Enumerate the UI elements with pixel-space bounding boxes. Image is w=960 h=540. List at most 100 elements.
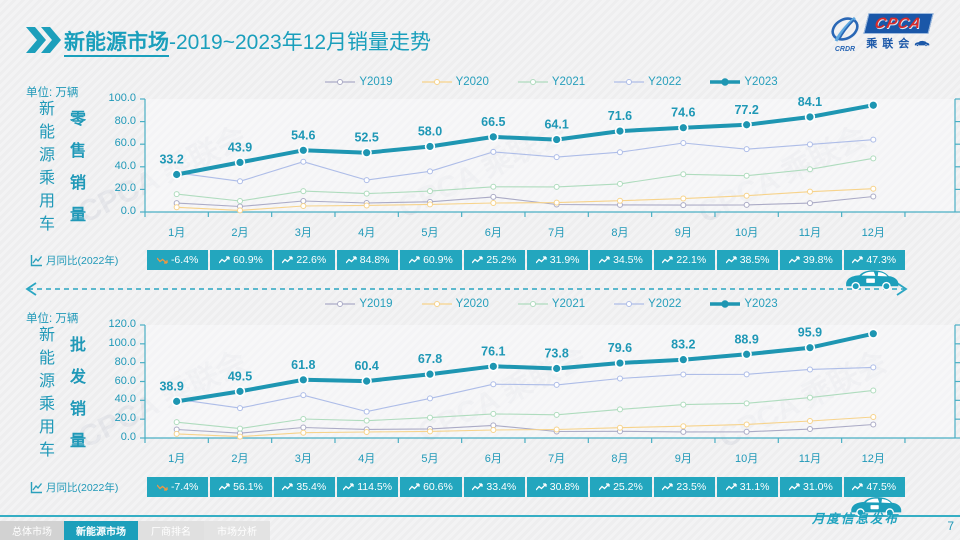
trend-up-icon bbox=[662, 482, 674, 490]
legend-item-Y2019: Y2019 bbox=[324, 298, 393, 310]
x-tick-label: 8月 bbox=[611, 227, 629, 239]
yoy-label-retail: 月同比(2022年) bbox=[30, 250, 144, 270]
trend-up-icon bbox=[472, 482, 484, 490]
x-tick-label: 2月 bbox=[231, 453, 249, 465]
measure-label-wholesale: 批发销量 bbox=[67, 336, 84, 464]
mini-chart-icon bbox=[30, 254, 43, 266]
x-tick-label: 1月 bbox=[168, 227, 186, 239]
tab-nev-market[interactable]: 新能源市场 bbox=[64, 521, 138, 540]
tab-oem-ranking[interactable]: 厂商排名 bbox=[138, 521, 204, 540]
series-Y2021 bbox=[173, 155, 877, 205]
tab-market-analysis[interactable]: 市场分析 bbox=[204, 521, 270, 540]
svg-text:58.0: 58.0 bbox=[418, 124, 442, 138]
yoy-cell: 25.2% bbox=[463, 250, 525, 270]
legend-marker-icon bbox=[614, 301, 645, 307]
trend-up-icon bbox=[599, 255, 610, 263]
x-tick-label: 10月 bbox=[734, 227, 759, 239]
yoy-row-retail: -6.4% 60.9% 22.6% 84.8% 60.9% 25.2% 31.9% 34.5%… bbox=[147, 250, 905, 270]
cpca-org-name: 乘联会 bbox=[866, 38, 915, 50]
yaxis-retail: 100.0 80.0 60.0 40.0 20.0 0.0 bbox=[56, 92, 136, 220]
y-tick-label: 20.0 bbox=[114, 182, 136, 195]
trend-up-icon bbox=[599, 482, 610, 490]
yoy-cell: 22.6% bbox=[273, 250, 335, 270]
yoy-cell: 47.5% bbox=[843, 477, 905, 497]
y-tick-label: 120.0 bbox=[108, 318, 136, 330]
axes bbox=[140, 324, 960, 443]
legend-marker-icon bbox=[325, 301, 356, 307]
tab-overall-market[interactable]: 总体市场 bbox=[0, 521, 64, 540]
footer-divider bbox=[0, 515, 960, 517]
page-number: 7 bbox=[947, 519, 954, 533]
unit-label-retail: 单位: 万辆 bbox=[26, 87, 79, 99]
trend-up-icon bbox=[409, 482, 420, 490]
x-tick-label: 7月 bbox=[548, 453, 566, 465]
x-tick-label: 12月 bbox=[861, 227, 885, 239]
y-tick-label: 80.0 bbox=[114, 114, 136, 127]
y-tick-label: 0.0 bbox=[120, 431, 136, 443]
unit-label-wholesale: 单位: 万辆 bbox=[26, 313, 79, 325]
svg-text:88.9: 88.9 bbox=[734, 332, 758, 346]
legend-item-Y2022: Y2022 bbox=[613, 76, 681, 88]
svg-text:95.9: 95.9 bbox=[798, 326, 822, 340]
legend-marker-icon bbox=[614, 79, 645, 85]
svg-text:79.6: 79.6 bbox=[608, 341, 632, 355]
group-label-wholesale: 新能源乘用车 bbox=[36, 326, 53, 464]
svg-text:61.8: 61.8 bbox=[291, 358, 315, 372]
trend-up-icon bbox=[852, 255, 864, 263]
x-tick-label: 6月 bbox=[484, 453, 502, 465]
car-icon bbox=[851, 497, 902, 517]
svg-text:76.1: 76.1 bbox=[481, 344, 505, 358]
cpca-logo: CRDR CPCA 乘联会 bbox=[826, 13, 954, 63]
divider-arrow bbox=[25, 282, 908, 296]
svg-text:33.2: 33.2 bbox=[159, 152, 183, 166]
svg-text:71.6: 71.6 bbox=[608, 109, 632, 123]
y-tick-label: 20.0 bbox=[114, 412, 136, 425]
svg-text:73.8: 73.8 bbox=[544, 347, 568, 361]
legend-marker-icon bbox=[421, 301, 452, 307]
trend-up-icon bbox=[219, 482, 230, 490]
trend-up-icon bbox=[535, 482, 547, 490]
yoy-cell: -6.4% bbox=[147, 250, 209, 270]
series-Y2023-labels: 33.2 43.9 54.6 52.5 58.0 66.5 64.1 71.6 74.6 77.2… bbox=[159, 96, 822, 166]
legend-item-Y2020: Y2020 bbox=[421, 76, 489, 88]
trend-up-icon bbox=[535, 255, 547, 263]
series-Y2022 bbox=[173, 136, 877, 185]
x-tick-label: 7月 bbox=[548, 227, 566, 239]
yoy-cell: 60.9% bbox=[210, 250, 272, 270]
xaxis-retail: 1月 2月 3月 4月 5月 6月 7月 8月 9月 10月 11月 12月 bbox=[145, 224, 905, 242]
yoy-cell: 31.0% bbox=[780, 477, 842, 497]
trend-down-icon bbox=[156, 257, 168, 264]
car-icon bbox=[915, 40, 930, 47]
legend-item-Y2023: Y2023 bbox=[709, 76, 778, 88]
x-tick-label: 4月 bbox=[358, 227, 376, 239]
legend-item-Y2021: Y2021 bbox=[517, 298, 585, 310]
trend-up-icon bbox=[409, 255, 420, 263]
legend-item-Y2023: Y2023 bbox=[709, 298, 778, 310]
trend-up-icon bbox=[472, 255, 484, 263]
yoy-cell: -7.4% bbox=[147, 477, 209, 497]
x-tick-label: 5月 bbox=[421, 227, 439, 239]
x-tick-label: 10月 bbox=[734, 453, 759, 465]
svg-text:84.1: 84.1 bbox=[798, 96, 822, 109]
yoy-cell: 23.5% bbox=[653, 477, 715, 497]
x-tick-label: 12月 bbox=[861, 453, 885, 465]
double-chevron-icon bbox=[26, 27, 61, 53]
yoy-cell: 22.1% bbox=[653, 250, 715, 270]
series-Y2020 bbox=[173, 414, 877, 440]
x-tick-label: 5月 bbox=[421, 453, 439, 465]
y-tick-label: 60.0 bbox=[114, 374, 136, 387]
y-tick-label: 100.0 bbox=[108, 92, 136, 104]
trend-up-icon bbox=[282, 482, 294, 490]
retail-line-chart: 33.2 43.9 54.6 52.5 58.0 66.5 64.1 71.6 74.6 77.2… bbox=[140, 96, 960, 217]
wholesale-line-chart: 38.9 49.5 61.8 60.4 67.8 76.1 73.8 79.6 83.2 88.9… bbox=[140, 324, 960, 443]
series-Y2020 bbox=[173, 185, 877, 214]
x-tick-label: 11月 bbox=[798, 453, 822, 465]
footer-tabs: 总体市场 新能源市场 厂商排名 市场分析 bbox=[0, 521, 270, 540]
yoy-cell: 114.5% bbox=[336, 477, 399, 497]
trend-down-icon bbox=[156, 484, 168, 491]
trend-up-icon bbox=[662, 255, 674, 263]
trend-up-icon bbox=[789, 482, 800, 490]
cpca-wordmark: CPCA 乘联会 bbox=[863, 13, 934, 51]
yoy-cell: 84.8% bbox=[336, 250, 399, 270]
svg-text:67.8: 67.8 bbox=[418, 352, 442, 366]
